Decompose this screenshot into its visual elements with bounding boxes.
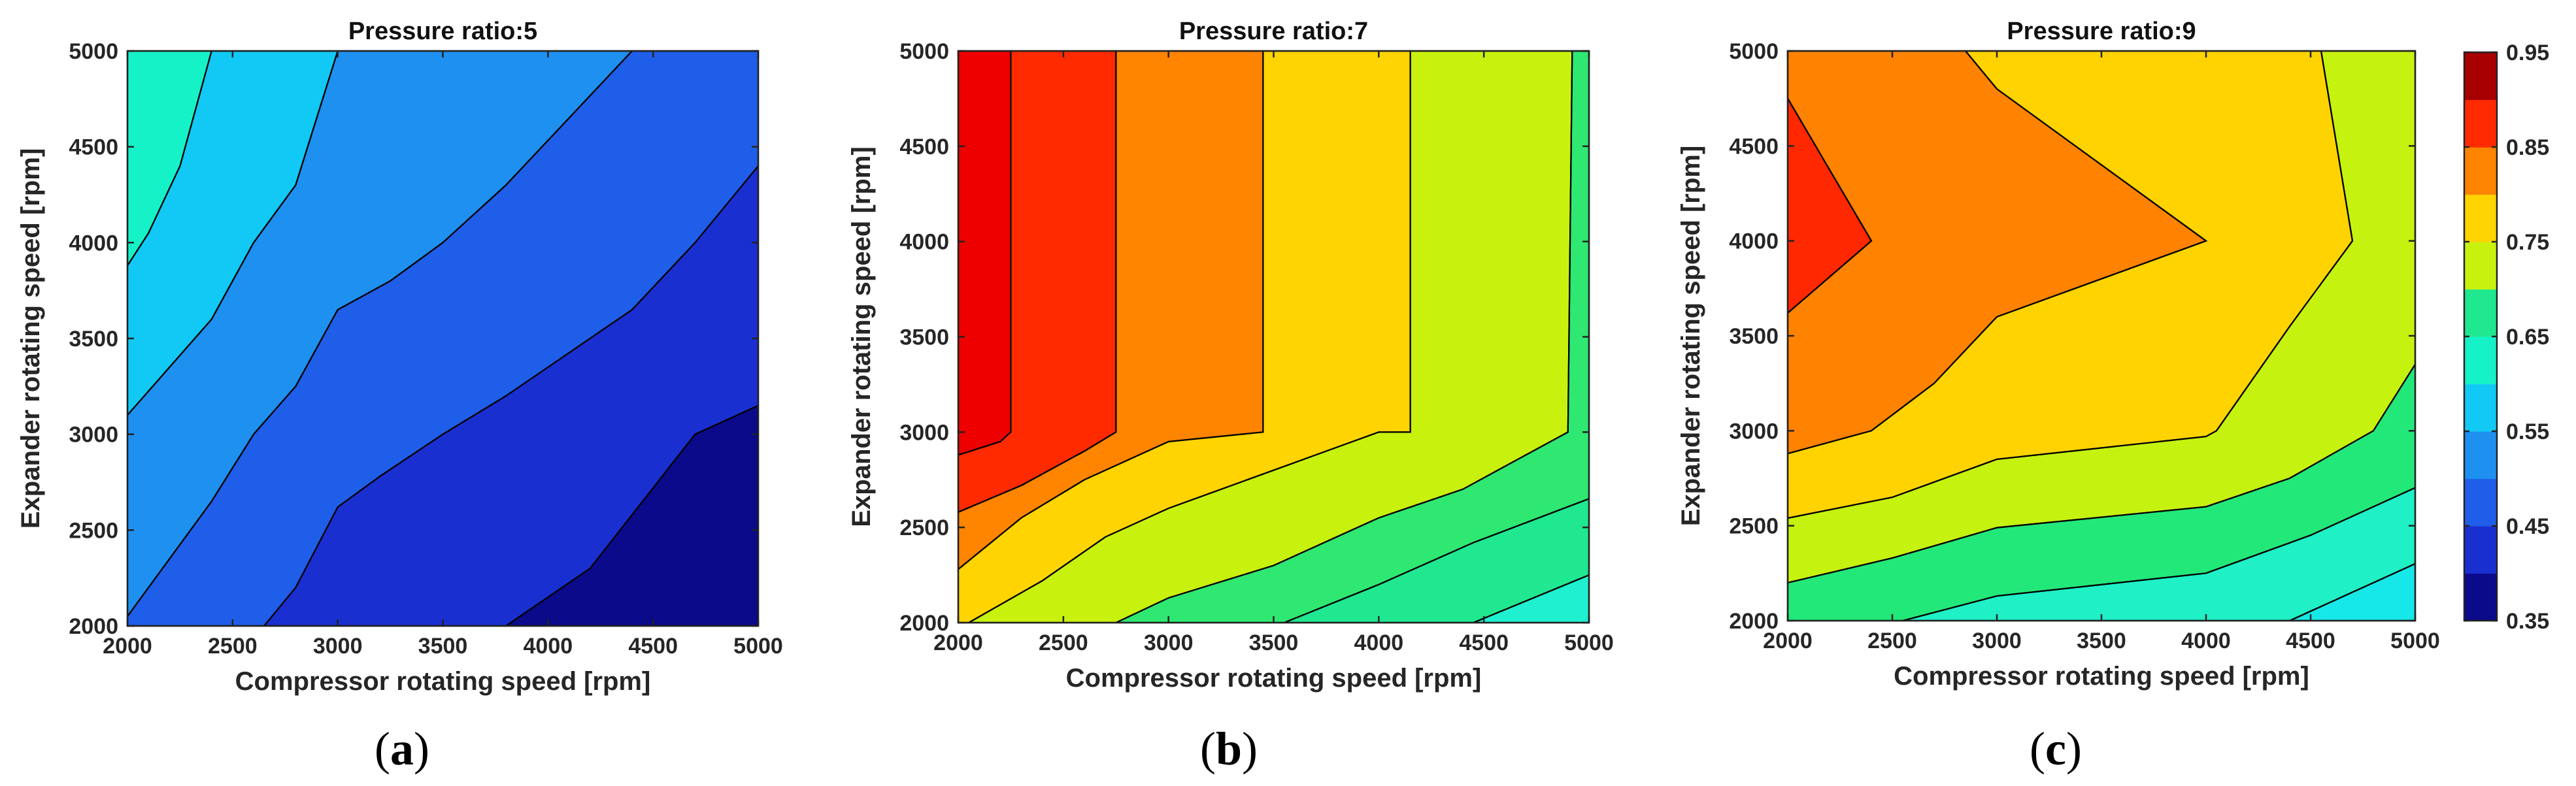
colorbar-segment [2464,478,2497,527]
x-tick-label: 3000 [1972,629,2022,653]
y-tick-label: 4500 [69,135,118,160]
x-tick-label: 4000 [524,634,573,659]
x-tick-label: 2500 [1867,629,1917,653]
y-tick-label: 4000 [1729,229,1779,254]
x-tick-label: 2000 [933,630,983,655]
y-tick-label: 3000 [69,423,118,448]
y-tick-label: 5000 [899,39,949,64]
colorbar-tick-label: 0.55 [2506,419,2549,444]
y-tick-label: 4000 [69,231,118,255]
panel-a: 2000 2500 3000 3500 4000 4500 5000 2000 2500 3000… [16,18,783,775]
colorbar-segment [2464,99,2497,148]
x-tick-label: 4500 [2286,629,2335,653]
colorbar-tick-label: 0.85 [2506,135,2549,160]
colorbar-segment [2464,431,2497,480]
x-axis-label: Compressor rotating speed [rpm] [235,667,651,696]
x-tick-label: 2500 [1039,630,1088,655]
x-tick-label: 2000 [103,634,152,659]
x-tick-label: 2500 [208,634,258,659]
colorbar: 0.35 0.45 0.55 0.65 0.75 0.85 0.95 [2463,41,2549,634]
colorbar-segment [2464,242,2497,290]
colorbar-segment [2464,147,2497,195]
x-tick-label: 5000 [1564,630,1614,655]
x-tick-label: 3500 [2077,629,2126,653]
panel-title: Pressure ratio:5 [348,18,537,45]
colorbar-segment [2464,52,2497,101]
y-tick-label: 2500 [69,518,118,543]
colorbar-segment [2464,384,2497,432]
y-tick-label: 2500 [1729,514,1779,539]
panel-letter: (c) [2030,723,2082,775]
y-axis-label: Expander rotating speed [rpm] [847,146,876,527]
panel-title: Pressure ratio:7 [1179,18,1368,45]
y-tick-label: 3500 [899,325,949,350]
y-tick-label: 4500 [899,135,949,159]
panel-letter: (b) [1200,723,1258,775]
x-tick-label: 4500 [1459,630,1509,655]
colorbar-segment [2464,336,2497,385]
x-tick-label: 3500 [1249,630,1299,655]
y-tick-label: 4500 [1729,134,1779,159]
panel-letter: (a) [375,723,429,775]
panels: 2000 2500 3000 3500 4000 4500 5000 2000 2500 3000… [16,18,2440,775]
y-tick-label: 2500 [899,516,949,540]
y-tick-label: 2000 [899,611,949,636]
y-axis-label: Expander rotating speed [rpm] [1677,146,1705,526]
y-tick-label: 4000 [899,230,949,255]
colorbar-segment [2464,573,2497,621]
y-tick-label: 3500 [69,327,118,352]
contour-region-0.9-0.95 [958,50,1012,456]
y-tick-label: 3000 [1729,419,1779,444]
colorbar-segment [2464,526,2497,574]
x-tick-label: 3500 [418,634,468,659]
colorbar-segment [2464,289,2497,337]
y-tick-label: 3500 [1729,324,1779,349]
y-tick-label: 5000 [1729,39,1779,64]
x-tick-label: 4500 [628,634,678,659]
x-tick-label: 5000 [733,634,783,659]
colorbar-tick-label: 0.65 [2506,325,2549,350]
colorbar-segment [2464,194,2497,242]
x-tick-label: 3000 [313,634,363,659]
y-tick-label: 2000 [69,614,118,639]
y-axis-label: Expander rotating speed [rpm] [16,148,45,529]
panel-b: 2000 2500 3000 3500 4000 4500 5000 2000 2500 3000… [847,18,1614,775]
y-tick-label: 2000 [1729,609,1779,634]
y-tick-label: 3000 [899,420,949,445]
x-tick-label: 5000 [2390,629,2440,653]
colorbar-tick-label: 0.95 [2506,41,2549,65]
panel-c: 2000 2500 3000 3500 4000 4500 5000 2000 2500 3000… [1677,18,2440,775]
x-tick-label: 3000 [1144,630,1194,655]
colorbar-tick-label: 0.35 [2506,609,2549,634]
x-tick-label: 4000 [2181,629,2231,653]
x-axis-label: Compressor rotating speed [rpm] [1894,662,2309,691]
x-tick-label: 2000 [1763,629,1813,653]
x-tick-label: 4000 [1354,630,1404,655]
x-axis-label: Compressor rotating speed [rpm] [1066,664,1482,693]
panel-title: Pressure ratio:9 [2007,18,2196,45]
colorbar-tick-label: 0.45 [2506,514,2549,539]
colorbar-tick-label: 0.75 [2506,230,2549,255]
y-tick-label: 5000 [69,39,118,64]
